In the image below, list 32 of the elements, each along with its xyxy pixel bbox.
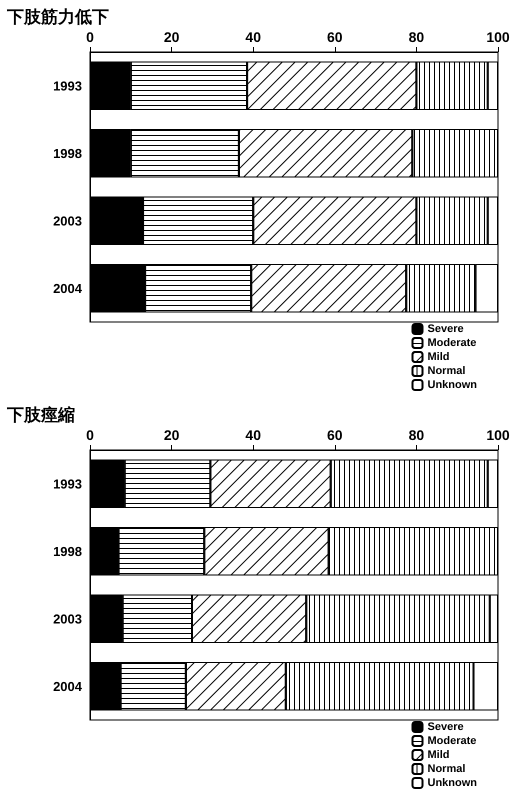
x-tick-label: 80	[408, 427, 424, 443]
x-tick-label: 40	[245, 29, 262, 45]
x-tick-label: 40	[245, 427, 262, 443]
legend-label: Mild	[428, 749, 450, 761]
chart-title: 下肢痙縮	[6, 406, 75, 426]
legend-label: Moderate	[428, 337, 476, 349]
x-tick-label: 20	[164, 427, 180, 443]
x-tick-label: 20	[164, 29, 180, 45]
x-tick-label: 60	[327, 29, 343, 45]
x-tick-label: 80	[408, 29, 424, 45]
chart-title: 下肢筋力低下	[6, 8, 109, 28]
legend-label: Moderate	[428, 735, 476, 747]
y-tick-label: 1998	[53, 146, 82, 161]
x-tick-label: 100	[486, 29, 510, 45]
y-tick-label: 1993	[53, 476, 82, 492]
legend-label: Mild	[428, 351, 450, 363]
y-tick-label: 1998	[53, 544, 82, 559]
y-tick-label: 2004	[53, 280, 83, 296]
y-tick-label: 2004	[53, 678, 83, 694]
x-tick-label: 100	[486, 427, 510, 443]
legend-label: Severe	[428, 721, 464, 733]
y-tick-label: 2003	[53, 213, 82, 228]
legend-label: Unknown	[428, 379, 478, 391]
legend-label: Normal	[428, 763, 466, 775]
x-tick-label: 0	[86, 427, 94, 443]
legend-label: Unknown	[428, 777, 478, 789]
x-tick-label: 60	[327, 427, 343, 443]
y-tick-label: 1993	[53, 78, 82, 94]
y-tick-label: 2003	[53, 611, 82, 626]
legend-label: Normal	[428, 365, 466, 377]
legend-label: Severe	[428, 323, 464, 335]
x-tick-label: 0	[86, 29, 94, 45]
